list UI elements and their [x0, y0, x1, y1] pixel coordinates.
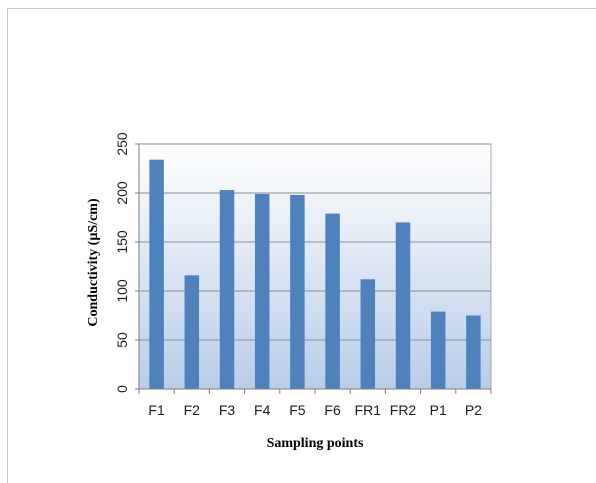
- bar-f6: [325, 213, 340, 389]
- y-tick-label: 150: [114, 230, 130, 254]
- bar-p1: [430, 311, 446, 389]
- y-axis-title: Conductivity (µS/cm): [86, 198, 101, 327]
- bar-f2: [184, 275, 200, 389]
- y-tick-labels: 0 50 100 150 200 250: [114, 132, 139, 393]
- bar-f5: [290, 194, 305, 389]
- x-tick-label: F5: [289, 402, 306, 418]
- y-tick-label: 200: [114, 181, 130, 205]
- y-tick-label: 0: [114, 385, 130, 393]
- x-tick-label: F4: [254, 402, 271, 418]
- bar-f3: [219, 190, 235, 389]
- x-axis-title: Sampling points: [267, 436, 364, 451]
- bars: [149, 159, 481, 389]
- axes: [138, 144, 492, 394]
- y-tick-label: 50: [114, 332, 130, 348]
- y-tick-label: 250: [114, 132, 130, 156]
- x-tick-label: P1: [430, 402, 447, 418]
- x-tick-label: FR1: [355, 402, 382, 418]
- x-tick-label: F3: [219, 402, 236, 418]
- bar-p2: [466, 315, 481, 389]
- bar-f1: [149, 159, 164, 389]
- x-tick-label: F1: [148, 402, 165, 418]
- x-tick-label: P2: [465, 402, 482, 418]
- x-tick-label: FR2: [390, 402, 417, 418]
- bar-fr1: [360, 279, 376, 389]
- bar-fr2: [395, 222, 411, 389]
- bar-f4: [254, 193, 270, 389]
- x-tick-label: F6: [324, 402, 341, 418]
- x-tick-labels: F1 F2 F3 F4 F5 F6 FR1 FR2 P1 P2: [148, 402, 482, 418]
- x-tick-label: F2: [184, 402, 201, 418]
- y-tick-label: 100: [114, 279, 130, 303]
